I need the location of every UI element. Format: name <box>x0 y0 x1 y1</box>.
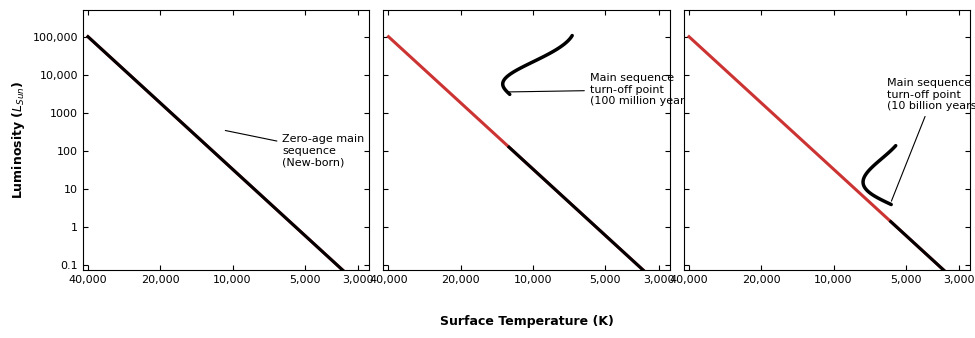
Text: Surface Temperature (K): Surface Temperature (K) <box>440 315 613 328</box>
Text: Zero-age main
sequence
(New-born): Zero-age main sequence (New-born) <box>225 130 365 167</box>
Text: Main sequence
turn-off point
(100 million years): Main sequence turn-off point (100 millio… <box>509 73 694 106</box>
Y-axis label: Luminosity ($L_{Sun}$): Luminosity ($L_{Sun}$) <box>10 81 27 199</box>
Text: Main sequence
turn-off point
(10 billion years): Main sequence turn-off point (10 billion… <box>887 78 975 201</box>
